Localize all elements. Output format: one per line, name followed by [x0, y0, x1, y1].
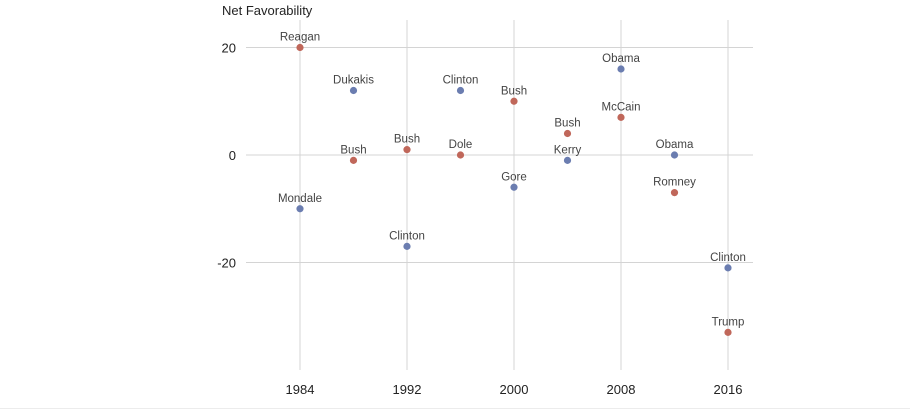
x-tick-label: 1992 — [393, 382, 422, 397]
republican-point — [670, 189, 679, 197]
point-label: Bush — [394, 134, 420, 146]
point-label: Gore — [501, 171, 527, 183]
point-label: Romney — [653, 177, 696, 189]
democrat-point — [456, 86, 465, 95]
republican-point — [456, 151, 465, 159]
point-label: Bush — [340, 144, 366, 156]
x-tick-label: 1984 — [286, 382, 315, 397]
republican-point — [617, 113, 625, 121]
y-tick-label: 20 — [222, 41, 236, 56]
democrat-point — [296, 205, 304, 213]
point-label: Clinton — [710, 252, 746, 264]
republican-point — [510, 97, 518, 105]
democrat-point — [724, 264, 732, 272]
republican-point — [403, 146, 411, 154]
republican-point — [296, 43, 304, 52]
bottom-divider — [0, 408, 910, 409]
republican-point — [563, 129, 572, 138]
point-label: Kerry — [554, 144, 582, 156]
republican-point — [349, 156, 358, 164]
point-label: Bush — [501, 85, 527, 97]
point-layer: Reagan Bush Bush Dole Bush Bush McCain Romney Tr… — [278, 32, 746, 336]
y-axis-title: Net Favorability — [222, 3, 313, 18]
point-label: Dole — [449, 139, 473, 151]
democrat-point — [563, 156, 572, 164]
point-label: Obama — [656, 139, 694, 151]
tick-layer: 20 0 -20 1984 1992 2000 2008 2016 — [217, 41, 742, 398]
democrat-point — [617, 65, 625, 73]
point-label: Trump — [712, 316, 745, 328]
x-tick-label: 2008 — [607, 382, 636, 397]
democrat-point — [349, 86, 358, 95]
democrat-point — [510, 183, 518, 191]
point-label: Obama — [602, 53, 640, 65]
y-tick-label: 0 — [229, 148, 236, 163]
democrat-point — [670, 151, 679, 159]
point-label: Clinton — [443, 75, 479, 87]
x-tick-label: 2016 — [714, 382, 743, 397]
democrat-point — [403, 242, 411, 250]
point-label: Clinton — [389, 230, 425, 242]
point-label: Reagan — [280, 32, 320, 44]
x-tick-label: 2000 — [500, 382, 529, 397]
point-label: Mondale — [278, 193, 322, 205]
point-label: Dukakis — [333, 75, 374, 87]
grid-layer — [246, 20, 753, 370]
republican-point — [724, 328, 732, 336]
point-label: McCain — [602, 101, 641, 113]
point-label: Bush — [554, 118, 580, 130]
y-tick-label: -20 — [217, 256, 236, 271]
